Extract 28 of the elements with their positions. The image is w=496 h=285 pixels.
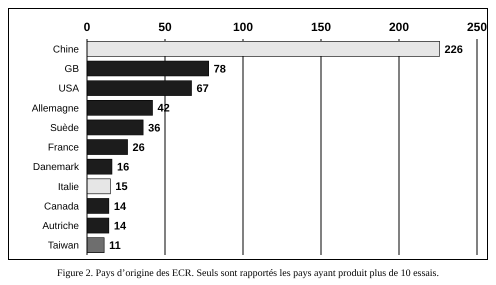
y-tick-label: Allemagne <box>32 103 80 114</box>
x-tick-label: 200 <box>388 20 410 34</box>
y-tick-label: Italie <box>58 182 80 193</box>
data-label: 36 <box>148 122 160 134</box>
data-label: 16 <box>116 162 130 174</box>
y-tick-label: GB <box>64 64 80 76</box>
x-tick-label: 250 <box>466 20 488 34</box>
caption: Figure 2. Pays d’origine des ECR. Seuls sont rapportés les pays ayant produit plus de 10 essais. <box>56 268 440 279</box>
y-tick-label: Taiwan <box>48 240 79 252</box>
data-label: 226 <box>444 44 463 56</box>
y-tick-label: Canada <box>44 201 80 212</box>
y-tick-label: Chine <box>52 44 80 56</box>
data-label: 14 <box>114 200 127 213</box>
y-tick-label: Suède <box>50 122 80 134</box>
y-tick-label: Autriche <box>42 221 80 232</box>
x-tick-label: 100 <box>232 20 254 34</box>
data-label: 67 <box>196 83 209 96</box>
data-label: 26 <box>132 142 145 154</box>
data-label: 15 <box>115 181 128 194</box>
data-label: 14 <box>114 220 127 232</box>
y-tick-label: France <box>48 142 80 154</box>
x-tick-label: 150 <box>310 20 332 34</box>
x-tick-label: 0 <box>84 20 91 34</box>
y-tick-label: USA <box>58 84 80 95</box>
data-label: 78 <box>214 63 226 76</box>
y-tick-label: Danemark <box>32 162 80 174</box>
data-label: 11 <box>109 240 121 252</box>
x-tick-label: 50 <box>158 20 172 34</box>
